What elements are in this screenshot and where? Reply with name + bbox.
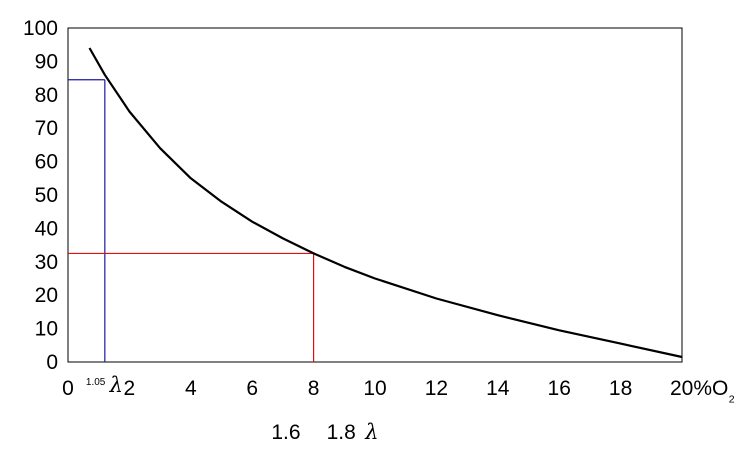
y-tick-label: 30 bbox=[35, 251, 58, 274]
x-tick-label: 18 bbox=[609, 377, 632, 400]
reference-lines bbox=[68, 79, 315, 362]
y-tick-label: 10 bbox=[35, 318, 58, 341]
x-tick-label: 4 bbox=[185, 377, 197, 400]
x-tick-label: 0 bbox=[62, 377, 74, 400]
lambda-annotations: 1.05 λ1.6 1.8 λ bbox=[86, 373, 379, 444]
series-line-0 bbox=[88, 47, 683, 359]
x-tick-label: 20%O₂ bbox=[670, 377, 735, 405]
plot-area-border bbox=[67, 27, 683, 363]
x-tick-label: 10 bbox=[363, 377, 386, 400]
y-tick-label: 70 bbox=[35, 117, 58, 140]
y-tick-labels: 0 10 20 30 40 50 60 70 80 90 100 bbox=[23, 17, 58, 374]
lambda-symbol: λ bbox=[364, 420, 378, 444]
y-tick-label: 90 bbox=[35, 50, 58, 73]
x-tick-labels: 0 2 4 6 8 10 12 14 16 18 20%O₂ bbox=[62, 377, 735, 405]
x-tick-label: 12 bbox=[425, 377, 448, 400]
y-tick-label: 40 bbox=[35, 217, 58, 240]
curve-layer bbox=[88, 47, 683, 359]
y-tick-label: 50 bbox=[35, 184, 58, 207]
x-tick-label: 8 bbox=[308, 377, 320, 400]
y-tick-label: 100 bbox=[23, 17, 58, 40]
x-tick-label: 16 bbox=[548, 377, 571, 400]
plot-frame bbox=[67, 27, 683, 363]
y-tick-label: 20 bbox=[35, 284, 58, 307]
annotation-lambda-1-6: 1.6 bbox=[271, 421, 300, 444]
x-tick-label: 14 bbox=[486, 377, 510, 400]
annotation-lambda-1-05: 1.05 bbox=[86, 377, 106, 388]
annotation-lambda-1-8: 1.8 bbox=[327, 421, 356, 444]
y-tick-label: 80 bbox=[35, 84, 58, 107]
x-tick-label: 6 bbox=[246, 377, 258, 400]
lambda-symbol: λ bbox=[109, 373, 123, 397]
y-tick-label: 0 bbox=[46, 351, 58, 374]
y-tick-label: 60 bbox=[35, 151, 58, 174]
x-tick-label: 2 bbox=[124, 377, 136, 400]
